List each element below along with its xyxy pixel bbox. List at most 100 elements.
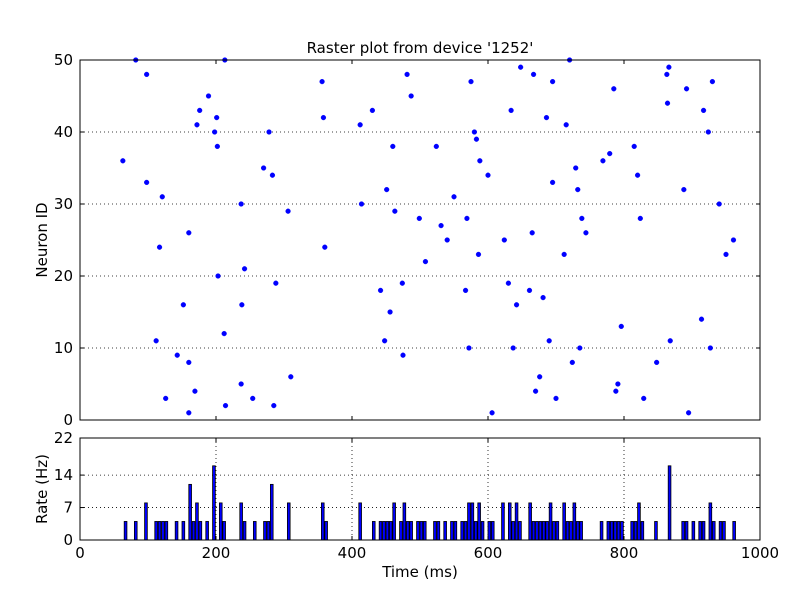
spike-point [156,244,163,250]
spike-point [508,107,514,114]
rate-bar [453,521,458,541]
spike-point [513,302,520,308]
spike-point [144,71,150,78]
spike-point [357,122,363,128]
rate-bar [222,521,226,541]
rate-bar [473,521,478,541]
rate-bar [477,502,481,541]
spike-point [611,86,617,92]
spike-point [664,100,671,106]
spike-point [537,374,543,380]
spike-point [120,158,126,164]
spike-point [382,338,388,344]
rate-bar [188,483,192,541]
rate-bar [419,521,424,541]
rate-bar [388,521,393,541]
raster-points [120,57,737,416]
raster-ytick-label: 0 [63,411,73,429]
rate-bar [620,521,624,541]
rate-bar [572,502,577,541]
rate-bar [579,521,583,541]
spike-point [468,78,474,85]
spike-point [683,86,690,92]
rate-ytick-label: 7 [63,499,73,517]
spike-point [473,136,480,142]
rate-bar [684,521,689,541]
raster-grid [80,131,760,349]
spike-point [613,388,619,394]
rate-xtick-label: 200 [202,544,231,562]
rate-bar [358,502,362,541]
spike-point [238,201,244,207]
spike-point [271,403,277,409]
spike-point [607,151,613,157]
spike-point [288,374,294,380]
spike-point [433,143,439,150]
spike-point [214,143,220,150]
rate-ytick-label: 0 [63,531,73,549]
rate-bar [266,521,271,541]
spike-point [563,122,569,128]
rate-axes-frame [79,437,761,541]
rate-bar [599,521,604,541]
spike-point [320,114,327,121]
rate-bar [378,521,383,541]
rate-bar [545,521,549,541]
spike-point [540,295,546,301]
rate-bar [181,521,186,541]
spike-point [549,179,556,186]
spike-point [579,215,585,222]
spike-point [197,107,203,114]
spike-point [518,64,524,70]
spike-point [159,194,165,200]
spike-point [212,129,218,135]
spike-point [250,395,256,402]
rate-bar [630,521,634,541]
rate-bar [518,521,522,541]
rate-bar [371,521,376,541]
spike-point [600,158,606,164]
spike-point [422,259,429,265]
rate-bar [480,521,485,541]
rate-bar [198,521,203,541]
spike-point [615,381,621,387]
rate-bar [507,502,512,541]
rate-bar [569,521,573,541]
rate-bar [392,502,396,541]
spike-point [730,237,737,243]
spike-point [239,302,245,308]
spike-point [174,352,180,358]
rate-bar [637,502,641,541]
spike-point [709,78,716,85]
rate-bar [242,521,247,541]
spike-point [634,172,641,178]
rate-bar [718,521,723,541]
spike-point [549,78,556,85]
rate-bar [712,521,716,541]
spike-point [530,71,537,78]
rate-bar [514,502,519,541]
rate-bar [722,521,726,541]
rate-bar [542,521,546,541]
spike-point [569,359,575,366]
spike-point [654,359,660,366]
rate-bar [123,521,128,541]
rate-bar [490,521,495,541]
spike-point [464,215,470,222]
rate-bar [218,502,223,541]
spike-point [261,165,267,171]
spike-point [510,345,516,351]
rate-bar [640,521,645,541]
spike-point [667,338,673,344]
spike-point [215,273,221,279]
spike-point [462,287,469,294]
spike-point [532,388,539,394]
spike-point [475,251,482,258]
spike-point [369,107,376,114]
raster-ylabel: Neuron ID [33,202,51,277]
spike-point [238,381,244,387]
rate-ytick-label: 14 [54,466,73,484]
spike-point [180,302,186,308]
spike-point [222,403,229,409]
